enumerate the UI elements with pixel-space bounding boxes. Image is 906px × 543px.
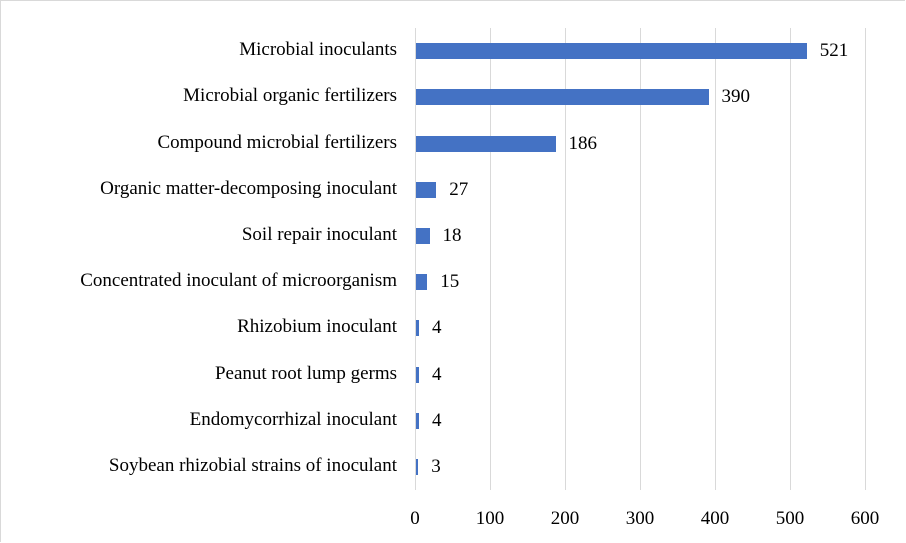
data-label: 27: [449, 178, 469, 200]
data-label: 521: [819, 40, 849, 62]
data-label: 18: [442, 224, 462, 246]
category-label: Endomycorrhizal inoculant: [189, 408, 397, 430]
data-label: 4: [432, 409, 442, 431]
bar-row: 186: [415, 132, 865, 154]
x-tick-label: 300: [625, 508, 655, 529]
bar: [416, 458, 419, 475]
category-label: Microbial inoculants: [239, 39, 397, 61]
bar-row: 27: [415, 178, 865, 200]
category-label: Compound microbial fertilizers: [157, 131, 397, 153]
bar-row: 4: [415, 363, 865, 385]
bar: [416, 366, 419, 383]
bar: [416, 43, 807, 60]
bar: [416, 227, 430, 244]
category-label: Soybean rhizobial strains of inoculant: [108, 454, 397, 476]
bar-row: 521: [415, 40, 865, 62]
data-label: 4: [432, 317, 442, 339]
bar-row: 15: [415, 271, 865, 293]
category-label: Organic matter-decomposing inoculant: [100, 177, 397, 199]
category-label: Concentrated inoculant of microorganism: [80, 270, 397, 292]
data-label: 186: [568, 132, 598, 154]
gridline: [715, 28, 716, 490]
bar-row: 390: [415, 86, 865, 108]
data-label: 3: [431, 455, 441, 477]
gridline: [565, 28, 566, 490]
bar: [416, 89, 709, 106]
bar: [416, 181, 437, 198]
bar-row: 4: [415, 317, 865, 339]
bar: [416, 320, 419, 337]
category-label: Microbial organic fertilizers: [183, 85, 397, 107]
category-label: Peanut root lump germs: [214, 362, 397, 384]
bar: [416, 135, 556, 152]
plot-area: 521 390 186 27 18 15 4 4 4 3: [415, 28, 866, 490]
category-label: Soil repair inoculant: [241, 223, 397, 245]
bar-row: 4: [415, 409, 865, 431]
gridline: [790, 28, 791, 490]
x-tick-label: 0: [410, 508, 420, 529]
x-tick-label: 400: [700, 508, 730, 529]
x-tick-label: 600: [850, 508, 880, 529]
bar: [416, 412, 419, 429]
data-label: 4: [432, 363, 442, 385]
category-label: Rhizobium inoculant: [237, 316, 397, 338]
gridline: [865, 28, 866, 490]
gridline: [640, 28, 641, 490]
x-tick-label: 500: [775, 508, 805, 529]
data-label: 390: [721, 86, 751, 108]
x-tick-label: 200: [550, 508, 580, 529]
bar-row: 18: [415, 224, 865, 246]
bar-row: 3: [415, 455, 865, 477]
gridline: [490, 28, 491, 490]
x-tick-label: 100: [475, 508, 505, 529]
gridline: [415, 28, 416, 490]
data-label: 15: [440, 271, 460, 293]
bar: [416, 274, 428, 291]
